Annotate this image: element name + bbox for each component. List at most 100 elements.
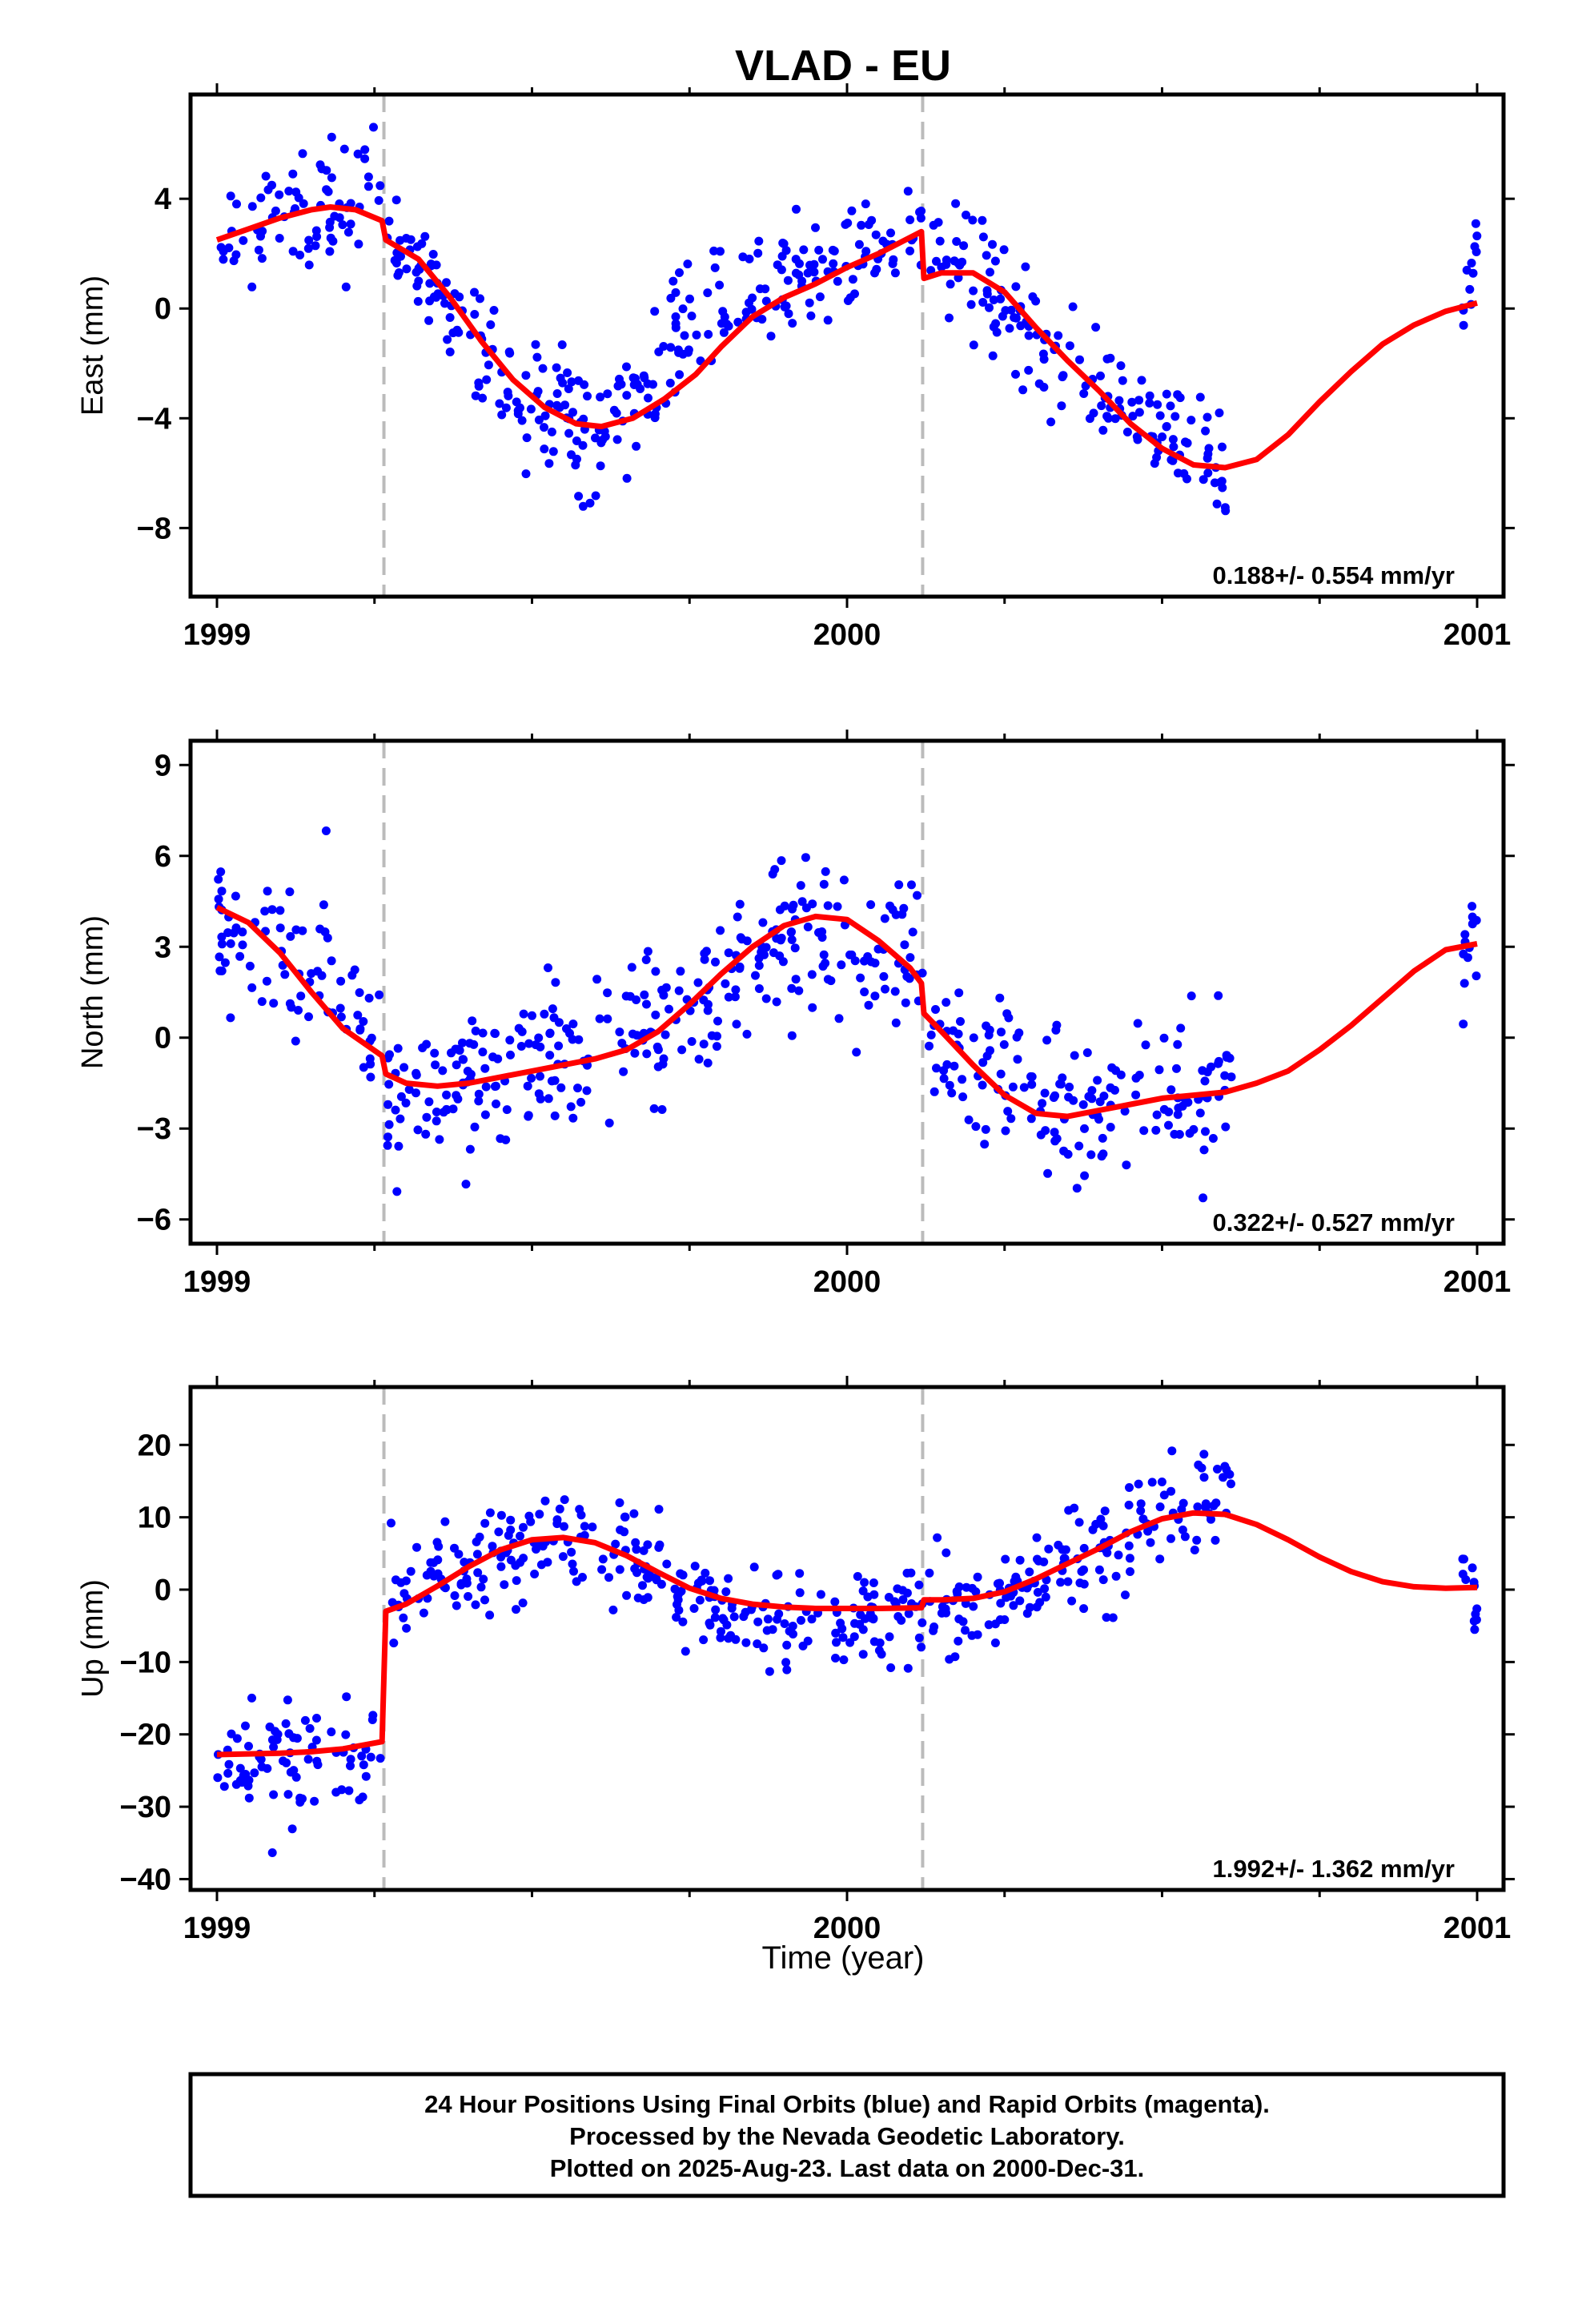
data-point xyxy=(917,1642,926,1652)
data-point xyxy=(689,1604,699,1613)
data-point xyxy=(480,1063,490,1073)
data-point xyxy=(247,282,257,292)
data-point xyxy=(908,927,917,937)
data-point xyxy=(971,1587,981,1597)
data-point xyxy=(978,232,988,242)
data-point xyxy=(930,1087,939,1096)
data-point xyxy=(1176,1023,1186,1033)
data-point xyxy=(852,1047,861,1057)
data-point xyxy=(346,1755,355,1764)
data-point xyxy=(1011,282,1021,292)
y-tick-label: 6 xyxy=(155,840,171,874)
data-point xyxy=(214,895,223,904)
data-point xyxy=(685,294,694,304)
data-point xyxy=(1213,1465,1222,1474)
data-point xyxy=(1038,1099,1047,1108)
data-point xyxy=(699,1635,709,1645)
data-point xyxy=(1069,1096,1078,1105)
data-point xyxy=(289,1766,299,1775)
data-point xyxy=(787,935,797,944)
data-point xyxy=(986,267,994,277)
data-point xyxy=(745,254,754,263)
data-point xyxy=(903,187,913,196)
data-point xyxy=(650,307,660,316)
data-point xyxy=(1098,425,1108,435)
data-point xyxy=(445,313,455,322)
data-point xyxy=(1116,1070,1126,1080)
data-point xyxy=(572,454,581,464)
data-point xyxy=(773,1570,783,1579)
data-point xyxy=(703,1006,713,1015)
data-point xyxy=(967,1630,977,1640)
data-point xyxy=(1215,408,1224,418)
data-point xyxy=(1013,1055,1022,1064)
data-point xyxy=(971,1122,981,1132)
data-point xyxy=(780,302,789,312)
data-point xyxy=(754,954,764,963)
data-point xyxy=(1057,401,1066,411)
data-point xyxy=(783,275,793,285)
data-point xyxy=(1199,1145,1209,1155)
data-point xyxy=(853,1572,862,1581)
data-point xyxy=(860,987,869,997)
data-point xyxy=(327,956,336,966)
data-point xyxy=(1055,1080,1065,1089)
data-point xyxy=(1025,1602,1034,1612)
data-point xyxy=(488,1542,497,1551)
data-point xyxy=(772,997,781,1007)
data-point xyxy=(1172,1063,1181,1073)
data-point xyxy=(952,237,962,246)
data-point xyxy=(839,875,849,885)
data-point xyxy=(219,1782,229,1791)
data-point xyxy=(300,1715,310,1725)
data-point xyxy=(643,947,652,956)
data-point xyxy=(565,1028,574,1038)
data-point xyxy=(733,912,742,922)
data-point xyxy=(311,226,321,235)
data-point xyxy=(823,975,833,984)
data-point xyxy=(649,1104,659,1113)
data-point xyxy=(850,956,860,966)
data-point xyxy=(1097,401,1106,411)
data-point xyxy=(724,1634,733,1643)
data-point xyxy=(931,1005,940,1014)
data-point xyxy=(524,1511,534,1521)
data-point xyxy=(294,193,303,203)
data-point xyxy=(1006,1114,1016,1124)
data-point xyxy=(431,1060,440,1070)
data-point xyxy=(440,1517,450,1526)
data-point xyxy=(995,993,1005,1003)
data-point xyxy=(1124,1500,1134,1510)
data-point xyxy=(1001,1554,1010,1564)
data-point xyxy=(806,311,816,320)
data-point xyxy=(394,268,404,277)
data-point xyxy=(858,1650,868,1659)
data-point xyxy=(544,963,552,972)
data-point xyxy=(528,1011,536,1020)
data-point xyxy=(982,289,992,299)
data-point xyxy=(244,1775,254,1785)
data-point xyxy=(496,1510,506,1520)
y-tick-label: 9 xyxy=(155,749,171,782)
data-point xyxy=(506,1515,516,1525)
data-point xyxy=(819,879,829,889)
data-point xyxy=(535,1510,544,1519)
data-point xyxy=(1024,331,1034,340)
data-point xyxy=(982,251,991,260)
data-point xyxy=(1150,459,1159,468)
data-point xyxy=(269,1790,279,1799)
data-point xyxy=(945,313,954,323)
data-point xyxy=(224,1759,234,1769)
data-point xyxy=(291,1772,301,1782)
data-point xyxy=(1168,435,1178,444)
data-point xyxy=(343,227,353,237)
data-point xyxy=(338,220,347,230)
data-point xyxy=(215,952,224,962)
data-point xyxy=(777,933,786,943)
data-point xyxy=(630,1048,640,1058)
data-point xyxy=(1468,268,1478,278)
data-point xyxy=(1459,949,1468,959)
y-tick-label: 10 xyxy=(138,1502,171,1535)
data-point xyxy=(1227,1072,1236,1082)
data-point xyxy=(450,289,460,299)
